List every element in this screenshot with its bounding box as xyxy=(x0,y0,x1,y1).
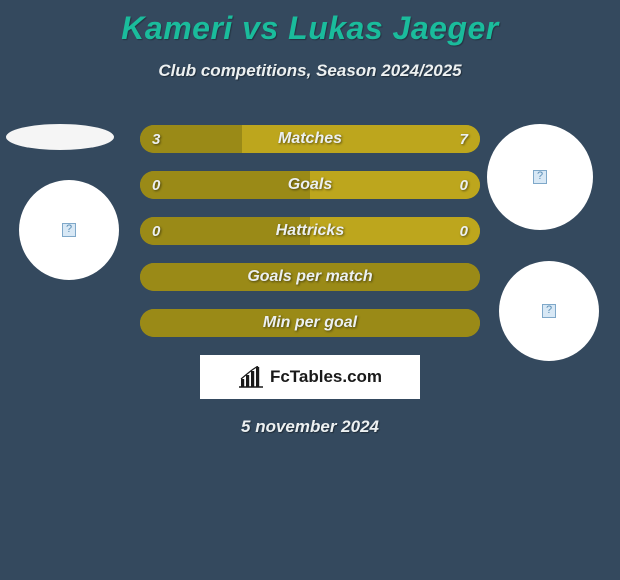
stat-row: Goals per match xyxy=(140,263,480,291)
stat-row: Goals0 0 xyxy=(140,171,480,199)
stat-value-right: 0 xyxy=(460,177,468,194)
avatar-left xyxy=(19,180,119,280)
stat-value-right: 7 xyxy=(460,131,468,148)
stat-row: Matches3 7 xyxy=(140,125,480,153)
stat-label: Min per goal xyxy=(140,314,480,332)
page-title: Kameri vs Lukas Jaeger xyxy=(0,0,620,47)
avatar-right-1 xyxy=(487,124,593,230)
stat-value-left: 3 xyxy=(152,131,160,148)
stat-value-left: 0 xyxy=(152,223,160,240)
image-placeholder-icon xyxy=(62,223,76,237)
logo-text: FcTables.com xyxy=(270,367,382,387)
avatar-right-2 xyxy=(499,261,599,361)
stat-label: Hattricks xyxy=(140,222,480,240)
stat-label: Goals xyxy=(140,176,480,194)
stat-row: Hattricks0 0 xyxy=(140,217,480,245)
date-label: 5 november 2024 xyxy=(0,417,620,437)
stat-row: Min per goal xyxy=(140,309,480,337)
ellipse-decor-left xyxy=(6,124,114,150)
stat-label: Matches xyxy=(140,130,480,148)
stat-label: Goals per match xyxy=(140,268,480,286)
logo-chart-icon xyxy=(238,366,264,388)
image-placeholder-icon xyxy=(542,304,556,318)
stat-value-right: 0 xyxy=(460,223,468,240)
stat-value-left: 0 xyxy=(152,177,160,194)
page-subtitle: Club competitions, Season 2024/2025 xyxy=(0,61,620,81)
image-placeholder-icon xyxy=(533,170,547,184)
logo-box: FcTables.com xyxy=(200,355,420,399)
comparison-bars: Matches37Goals00Hattricks00Goals per mat… xyxy=(140,125,480,337)
